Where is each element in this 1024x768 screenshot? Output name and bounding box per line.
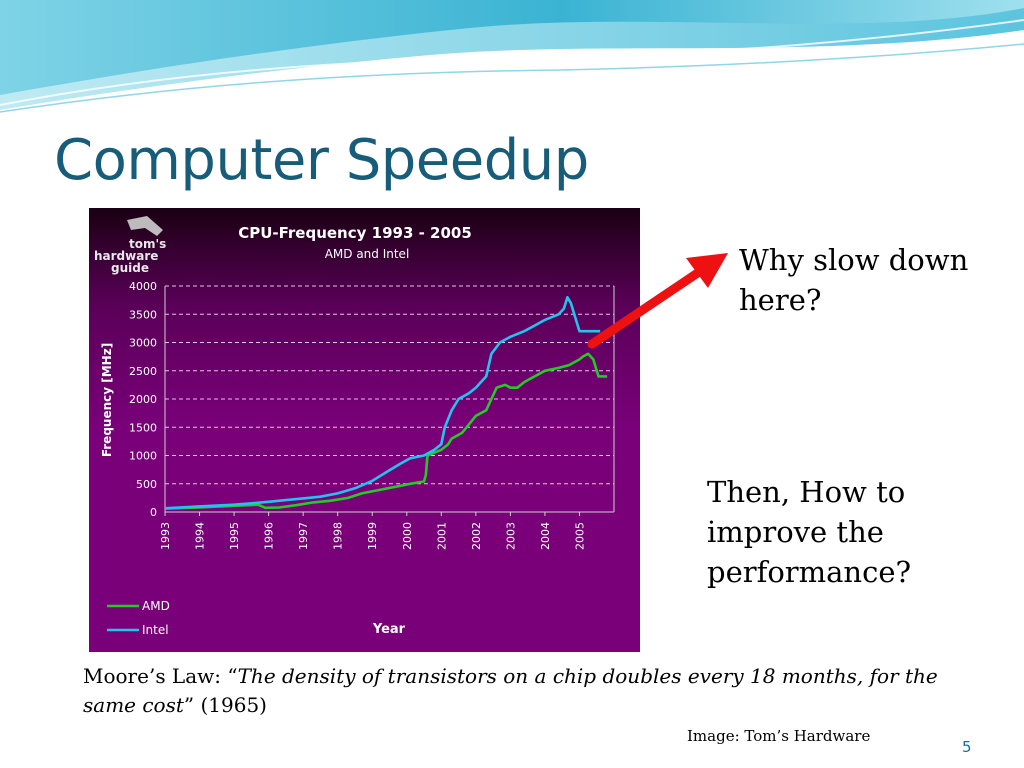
image-credit: Image: Tom’s Hardware bbox=[687, 727, 871, 745]
series-line-amd bbox=[164, 352, 608, 510]
chart-subtitle: AMD and Intel bbox=[325, 247, 410, 261]
arrow-head bbox=[686, 253, 728, 288]
chart-legend: AMD Intel bbox=[107, 599, 170, 637]
y-axis-label: Frequency [MHz] bbox=[100, 343, 114, 457]
svg-text:tom's: tom's bbox=[129, 237, 166, 251]
svg-text:hardware: hardware bbox=[94, 249, 158, 263]
x-tick-label: 1994 bbox=[194, 522, 207, 550]
y-tick-label: 0 bbox=[150, 506, 157, 519]
chart-title: CPU-Frequency 1993 - 2005 bbox=[238, 224, 472, 242]
chart-ticks: 0 500 1000 1500 2000 2500 3000 3500 4000 1993 1994… bbox=[129, 280, 586, 550]
x-tick-label: 2005 bbox=[573, 522, 586, 550]
chart-background bbox=[89, 208, 640, 652]
moores-law-suffix: ” (1965) bbox=[183, 693, 267, 717]
y-tick-label: 3000 bbox=[129, 337, 157, 350]
y-tick-label: 4000 bbox=[129, 280, 157, 293]
svg-text:guide: guide bbox=[111, 261, 149, 275]
x-tick-label: 2003 bbox=[504, 522, 517, 550]
moores-law-prefix: Moore’s Law: “ bbox=[83, 664, 238, 688]
callout-why-slow-down: Why slow down here? bbox=[739, 243, 969, 317]
cpu-frequency-chart: tom's hardware guide CPU-Frequency 1993 … bbox=[89, 208, 640, 652]
x-tick-label: 1993 bbox=[159, 522, 172, 550]
x-tick-label: 2000 bbox=[401, 522, 414, 550]
x-axis-label: Year bbox=[372, 622, 406, 637]
y-tick-label: 3500 bbox=[129, 308, 157, 321]
x-tick-label: 2002 bbox=[470, 522, 483, 550]
moores-law-text: Moore’s Law: “The density of transistors… bbox=[83, 662, 983, 720]
x-tick-label: 1998 bbox=[332, 522, 345, 550]
x-tick-label: 1996 bbox=[263, 522, 276, 550]
y-tick-label: 1500 bbox=[129, 421, 157, 434]
callout-how-to-improve: Then, How to improve the performance? bbox=[707, 475, 912, 589]
y-tick-label: 2000 bbox=[129, 393, 157, 406]
x-tick-label: 2004 bbox=[539, 522, 552, 550]
background-swoosh bbox=[0, 0, 1024, 113]
x-tick-label: 1999 bbox=[366, 522, 379, 550]
chart-series bbox=[164, 296, 608, 510]
y-tick-label: 2500 bbox=[129, 365, 157, 378]
slide-title: Computer Speedup bbox=[54, 128, 589, 193]
legend-label-intel: Intel bbox=[142, 623, 169, 637]
y-tick-label: 500 bbox=[136, 478, 157, 491]
moores-law-quote: The density of transistors on a chip dou… bbox=[83, 664, 938, 717]
series-line-intel bbox=[164, 296, 601, 510]
x-tick-label: 2001 bbox=[435, 522, 448, 550]
page-number: 5 bbox=[962, 738, 972, 756]
chart-grid bbox=[164, 285, 615, 516]
legend-label-amd: AMD bbox=[142, 599, 170, 613]
x-tick-label: 1997 bbox=[297, 522, 310, 550]
y-tick-label: 1000 bbox=[129, 450, 157, 463]
toms-hardware-logo: tom's hardware guide bbox=[94, 216, 166, 275]
x-tick-label: 1995 bbox=[228, 522, 241, 550]
